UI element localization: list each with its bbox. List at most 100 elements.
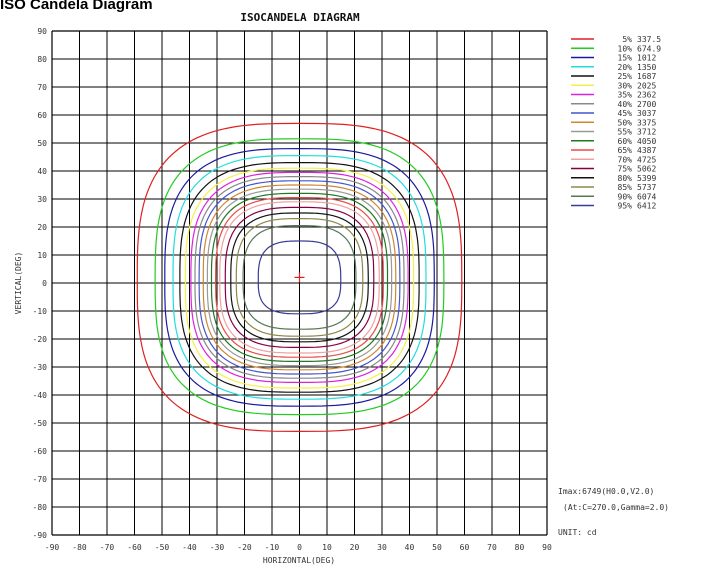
contour-curve-17 bbox=[235, 218, 364, 337]
legend-label: 5% bbox=[622, 35, 632, 44]
legend-value: 2362 bbox=[637, 91, 656, 100]
contour-curve-18 bbox=[242, 225, 357, 330]
x-tick-label: 40 bbox=[405, 543, 415, 552]
x-tick-label: 60 bbox=[460, 543, 470, 552]
contour-curve-12 bbox=[210, 192, 389, 362]
gamma-annotation: (At:C=270.0,Gamma=2.0) bbox=[563, 503, 669, 512]
unit-annotation: UNIT: cd bbox=[558, 528, 597, 537]
contour-curves bbox=[136, 122, 463, 433]
contour-curve-11 bbox=[206, 188, 393, 367]
legend-label: 45% bbox=[618, 109, 633, 118]
x-tick-label: 80 bbox=[515, 543, 525, 552]
x-tick-label: -20 bbox=[237, 543, 252, 552]
legend-label: 80% bbox=[618, 174, 633, 183]
legend-label: 90% bbox=[618, 192, 633, 201]
contour-curve-15 bbox=[224, 206, 375, 348]
legend-value: 3712 bbox=[637, 128, 656, 137]
legend-label: 50% bbox=[618, 118, 633, 127]
legend-value: 3037 bbox=[637, 109, 656, 118]
x-axis-label: HORIZONTAL(DEG) bbox=[263, 556, 335, 565]
y-tick-label: 70 bbox=[37, 83, 47, 92]
contour-curve-2 bbox=[154, 138, 445, 416]
y-tick-label: -80 bbox=[33, 503, 48, 512]
x-tick-label: 90 bbox=[542, 543, 552, 552]
legend-value: 4387 bbox=[637, 146, 656, 155]
legend-label: 65% bbox=[618, 146, 633, 155]
y-tick-label: -90 bbox=[33, 531, 48, 540]
y-tick-label: 90 bbox=[37, 27, 47, 36]
legend-label: 95% bbox=[618, 202, 633, 211]
contour-curve-14 bbox=[219, 201, 380, 354]
x-tick-label: -30 bbox=[210, 543, 225, 552]
contour-curve-10 bbox=[202, 184, 397, 371]
contour-curve-7 bbox=[190, 171, 409, 383]
legend: 5% 337.5 10% 674.9 15% 1012 20% 1350 25% 1687 30% 2… bbox=[571, 35, 661, 211]
legend-label: 40% bbox=[618, 100, 633, 109]
legend-value: 3375 bbox=[637, 118, 656, 127]
legend-value: 4725 bbox=[637, 155, 656, 164]
legend-label: 15% bbox=[618, 54, 633, 63]
legend-value: 337.5 bbox=[637, 35, 661, 44]
legend-value: 2025 bbox=[637, 81, 656, 90]
y-tick-label: 40 bbox=[37, 167, 47, 176]
contour-curve-16 bbox=[230, 212, 369, 343]
contour-curve-3 bbox=[164, 147, 435, 407]
legend-value: 2700 bbox=[637, 100, 656, 109]
x-tick-label: -70 bbox=[100, 543, 115, 552]
y-tick-label: -70 bbox=[33, 475, 48, 484]
x-tick-label: -60 bbox=[127, 543, 142, 552]
y-tick-label: -10 bbox=[33, 307, 48, 316]
legend-label: 75% bbox=[618, 165, 633, 174]
legend-label: 35% bbox=[618, 91, 633, 100]
y-tick-label: 60 bbox=[37, 111, 47, 120]
contour-curve-1 bbox=[136, 122, 463, 433]
legend-value: 674.9 bbox=[637, 44, 661, 53]
x-tick-label: -90 bbox=[45, 543, 60, 552]
y-tick-label: -40 bbox=[33, 391, 48, 400]
y-tick-label: 80 bbox=[37, 55, 47, 64]
legend-label: 10% bbox=[618, 44, 633, 53]
legend-value: 6412 bbox=[637, 202, 656, 211]
y-tick-label: 20 bbox=[37, 223, 47, 232]
legend-label: 30% bbox=[618, 81, 633, 90]
axis-ticks: -90 -80 -70 -60 -50 -40 -30 -20 -10 0 10 20 30 40 50 60… bbox=[33, 27, 552, 552]
legend-label: 85% bbox=[618, 183, 633, 192]
imax-annotation: Imax:6749(H0.0,V2.0) bbox=[558, 487, 654, 496]
y-tick-label: 50 bbox=[37, 139, 47, 148]
legend-label: 60% bbox=[618, 137, 633, 146]
legend-value: 1012 bbox=[637, 54, 656, 63]
x-tick-label: 30 bbox=[377, 543, 387, 552]
y-tick-label: -20 bbox=[33, 335, 48, 344]
contour-curve-19 bbox=[257, 240, 342, 315]
x-tick-label: -50 bbox=[155, 543, 170, 552]
y-tick-label: -60 bbox=[33, 447, 48, 456]
legend-value: 1350 bbox=[637, 63, 656, 72]
grid bbox=[51, 30, 548, 536]
x-tick-label: 0 bbox=[297, 543, 302, 552]
legend-value: 5399 bbox=[637, 174, 656, 183]
y-tick-label: -30 bbox=[33, 363, 48, 372]
x-tick-label: 10 bbox=[322, 543, 332, 552]
contour-curve-6 bbox=[184, 167, 415, 389]
y-tick-label: 0 bbox=[42, 279, 47, 288]
chart-title: ISOCANDELA DIAGRAM bbox=[240, 11, 360, 24]
x-tick-label: -80 bbox=[72, 543, 87, 552]
legend-label: 55% bbox=[618, 128, 633, 137]
legend-value: 1687 bbox=[637, 72, 656, 81]
contour-curve-13 bbox=[214, 197, 384, 358]
legend-label: 20% bbox=[618, 63, 633, 72]
legend-label: 25% bbox=[618, 72, 633, 81]
contour-curve-5 bbox=[179, 162, 420, 393]
y-axis-label: VERTICAL(DEG) bbox=[14, 252, 23, 315]
y-tick-label: 30 bbox=[37, 195, 47, 204]
x-tick-label: 70 bbox=[487, 543, 497, 552]
y-tick-label: -50 bbox=[33, 419, 48, 428]
x-tick-label: -10 bbox=[265, 543, 280, 552]
contour-curve-4 bbox=[172, 154, 427, 400]
legend-value: 4050 bbox=[637, 137, 656, 146]
legend-value: 6074 bbox=[637, 192, 656, 201]
legend-label: 70% bbox=[618, 155, 633, 164]
legend-value: 5062 bbox=[637, 165, 656, 174]
x-tick-label: 20 bbox=[350, 543, 360, 552]
